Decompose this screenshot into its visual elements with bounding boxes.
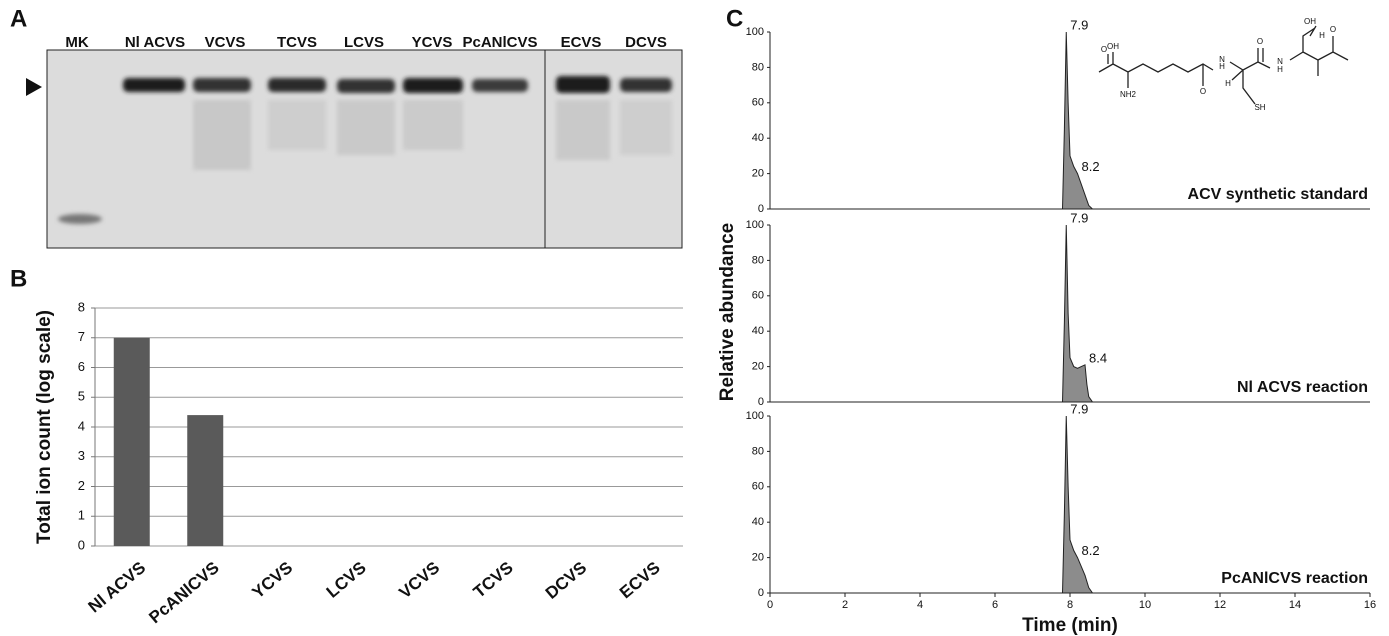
atom-label: H <box>1225 79 1231 88</box>
peak-area <box>1061 224 1094 403</box>
y-tick-label: 60 <box>752 290 764 302</box>
lane-label: VCVS <box>205 34 246 51</box>
lane-label: ECVS <box>561 34 602 51</box>
lane-label: DCVS <box>625 34 667 51</box>
atom-label: O <box>1257 37 1263 46</box>
bar <box>113 337 150 546</box>
atom-label: O <box>1101 45 1107 54</box>
y-tick-label: 100 <box>746 410 764 422</box>
x-tick-label: YCVS <box>249 558 297 602</box>
peak-area <box>1061 415 1094 594</box>
y-tick-label: 40 <box>752 516 764 528</box>
y-tick-label: 0 <box>758 203 764 215</box>
atom-label: OH <box>1304 17 1316 26</box>
atom-label: OH <box>1107 42 1119 51</box>
y-tick-label: 8 <box>78 299 85 314</box>
x-tick-label: TCVS <box>470 558 517 602</box>
x-tick-label: ECVS <box>616 558 664 602</box>
y-tick-label: 100 <box>746 26 764 38</box>
y-tick-label: 7 <box>78 329 85 344</box>
y-tick-label: 60 <box>752 97 764 109</box>
y-tick-label: 0 <box>78 537 85 552</box>
y-tick-label: 1 <box>78 508 85 523</box>
y-axis-title: Total ion count (log scale) <box>34 310 55 544</box>
atom-label: N <box>1219 55 1225 64</box>
bar <box>187 415 224 546</box>
lane-label: PcANlCVS <box>462 34 537 51</box>
x-tick-label: 2 <box>842 599 848 611</box>
y-tick-label: 6 <box>78 359 85 374</box>
y-tick-label: 100 <box>746 219 764 231</box>
x-tick-label: 10 <box>1139 599 1151 611</box>
peak-label: 8.2 <box>1082 543 1100 558</box>
y-tick-label: 5 <box>78 389 85 404</box>
x-tick-label: DCVS <box>542 558 590 603</box>
panel-label: A <box>10 5 27 32</box>
lane-label: YCVS <box>412 34 453 51</box>
atom-label: H <box>1319 31 1325 40</box>
x-tick-label: PcANlCVS <box>145 558 222 627</box>
trace-label: Nl ACVS reaction <box>1237 379 1368 396</box>
y-tick-label: 0 <box>758 396 764 408</box>
y-tick-label: 40 <box>752 325 764 337</box>
x-tick-label: 12 <box>1214 599 1226 611</box>
y-tick-label: 2 <box>78 478 85 493</box>
x-axis-title: Time (min) <box>1022 615 1118 636</box>
peak-label: 7.9 <box>1070 210 1088 225</box>
y-tick-label: 0 <box>758 587 764 599</box>
x-tick-label: 6 <box>992 599 998 611</box>
peak-area <box>1061 31 1094 210</box>
x-tick-label: VCVS <box>396 558 444 602</box>
atom-label: NH2 <box>1120 90 1137 99</box>
y-tick-label: 60 <box>752 481 764 493</box>
peak-label: 7.9 <box>1070 401 1088 416</box>
y-tick-label: 4 <box>78 418 85 433</box>
y-tick-label: 20 <box>752 361 764 373</box>
x-tick-label: 8 <box>1067 599 1073 611</box>
x-tick-label: 0 <box>767 599 773 611</box>
atom-label: N <box>1277 57 1283 66</box>
lane-label: LCVS <box>344 34 384 51</box>
x-tick-label: LCVS <box>323 558 370 602</box>
atom-label: H <box>1219 62 1225 71</box>
panel-label: B <box>10 265 27 292</box>
lane-label: MK <box>65 34 88 51</box>
atom-label: H <box>1277 65 1283 74</box>
arrow <box>26 78 42 96</box>
peak-label: 7.9 <box>1070 17 1088 32</box>
y-tick-label: 3 <box>78 448 85 463</box>
x-tick-label: Nl ACVS <box>85 558 150 616</box>
atom-label: O <box>1330 25 1336 34</box>
peak-label: 8.2 <box>1082 159 1100 174</box>
gel: MK Nl ACVS VCVS TCVS LCVS YCVS PcANlCVS ECVS DCV… <box>26 34 683 249</box>
lane-label: TCVS <box>277 34 317 51</box>
trace-label: PcANlCVS reaction <box>1221 570 1368 587</box>
x-tick-label: 4 <box>917 599 923 611</box>
bands <box>58 76 672 224</box>
trace-label: ACV synthetic standard <box>1188 186 1368 203</box>
y-tick-label: 40 <box>752 132 764 144</box>
panel-label: C <box>726 5 743 32</box>
peak-label: 8.4 <box>1089 350 1107 365</box>
y-tick-label: 80 <box>752 445 764 457</box>
y-tick-label: 80 <box>752 61 764 73</box>
y-tick-label: 80 <box>752 254 764 266</box>
y-tick-label: 20 <box>752 168 764 180</box>
x-tick-label: 14 <box>1289 599 1301 611</box>
x-tick-label: 16 <box>1364 599 1376 611</box>
y-axis-title: Relative abundance <box>717 223 738 401</box>
y-tick-label: 20 <box>752 552 764 564</box>
atom-label: SH <box>1254 103 1265 112</box>
lane-label: Nl ACVS <box>125 34 185 51</box>
atom-label: O <box>1200 87 1206 96</box>
